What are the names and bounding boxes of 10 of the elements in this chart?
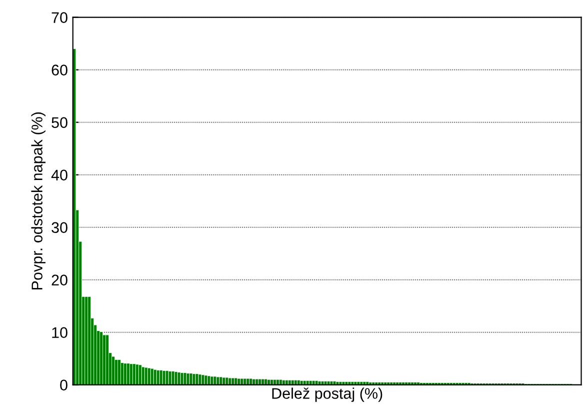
y-tick-label: 0 [60,380,68,390]
y-tick-label: 10 [52,327,68,338]
x-axis-title: Delež postaj (%) [272,388,382,402]
y-tick-label: 70 [52,12,68,23]
y-tick-label: 50 [52,117,68,128]
y-axis-title: Povpr. odstotek napak (%) [31,112,46,290]
y-tick-label: 20 [52,274,68,286]
y-tick-label: 40 [51,170,68,180]
y-tick-label: 60 [52,64,68,76]
y-tick-label: 30 [52,222,68,233]
